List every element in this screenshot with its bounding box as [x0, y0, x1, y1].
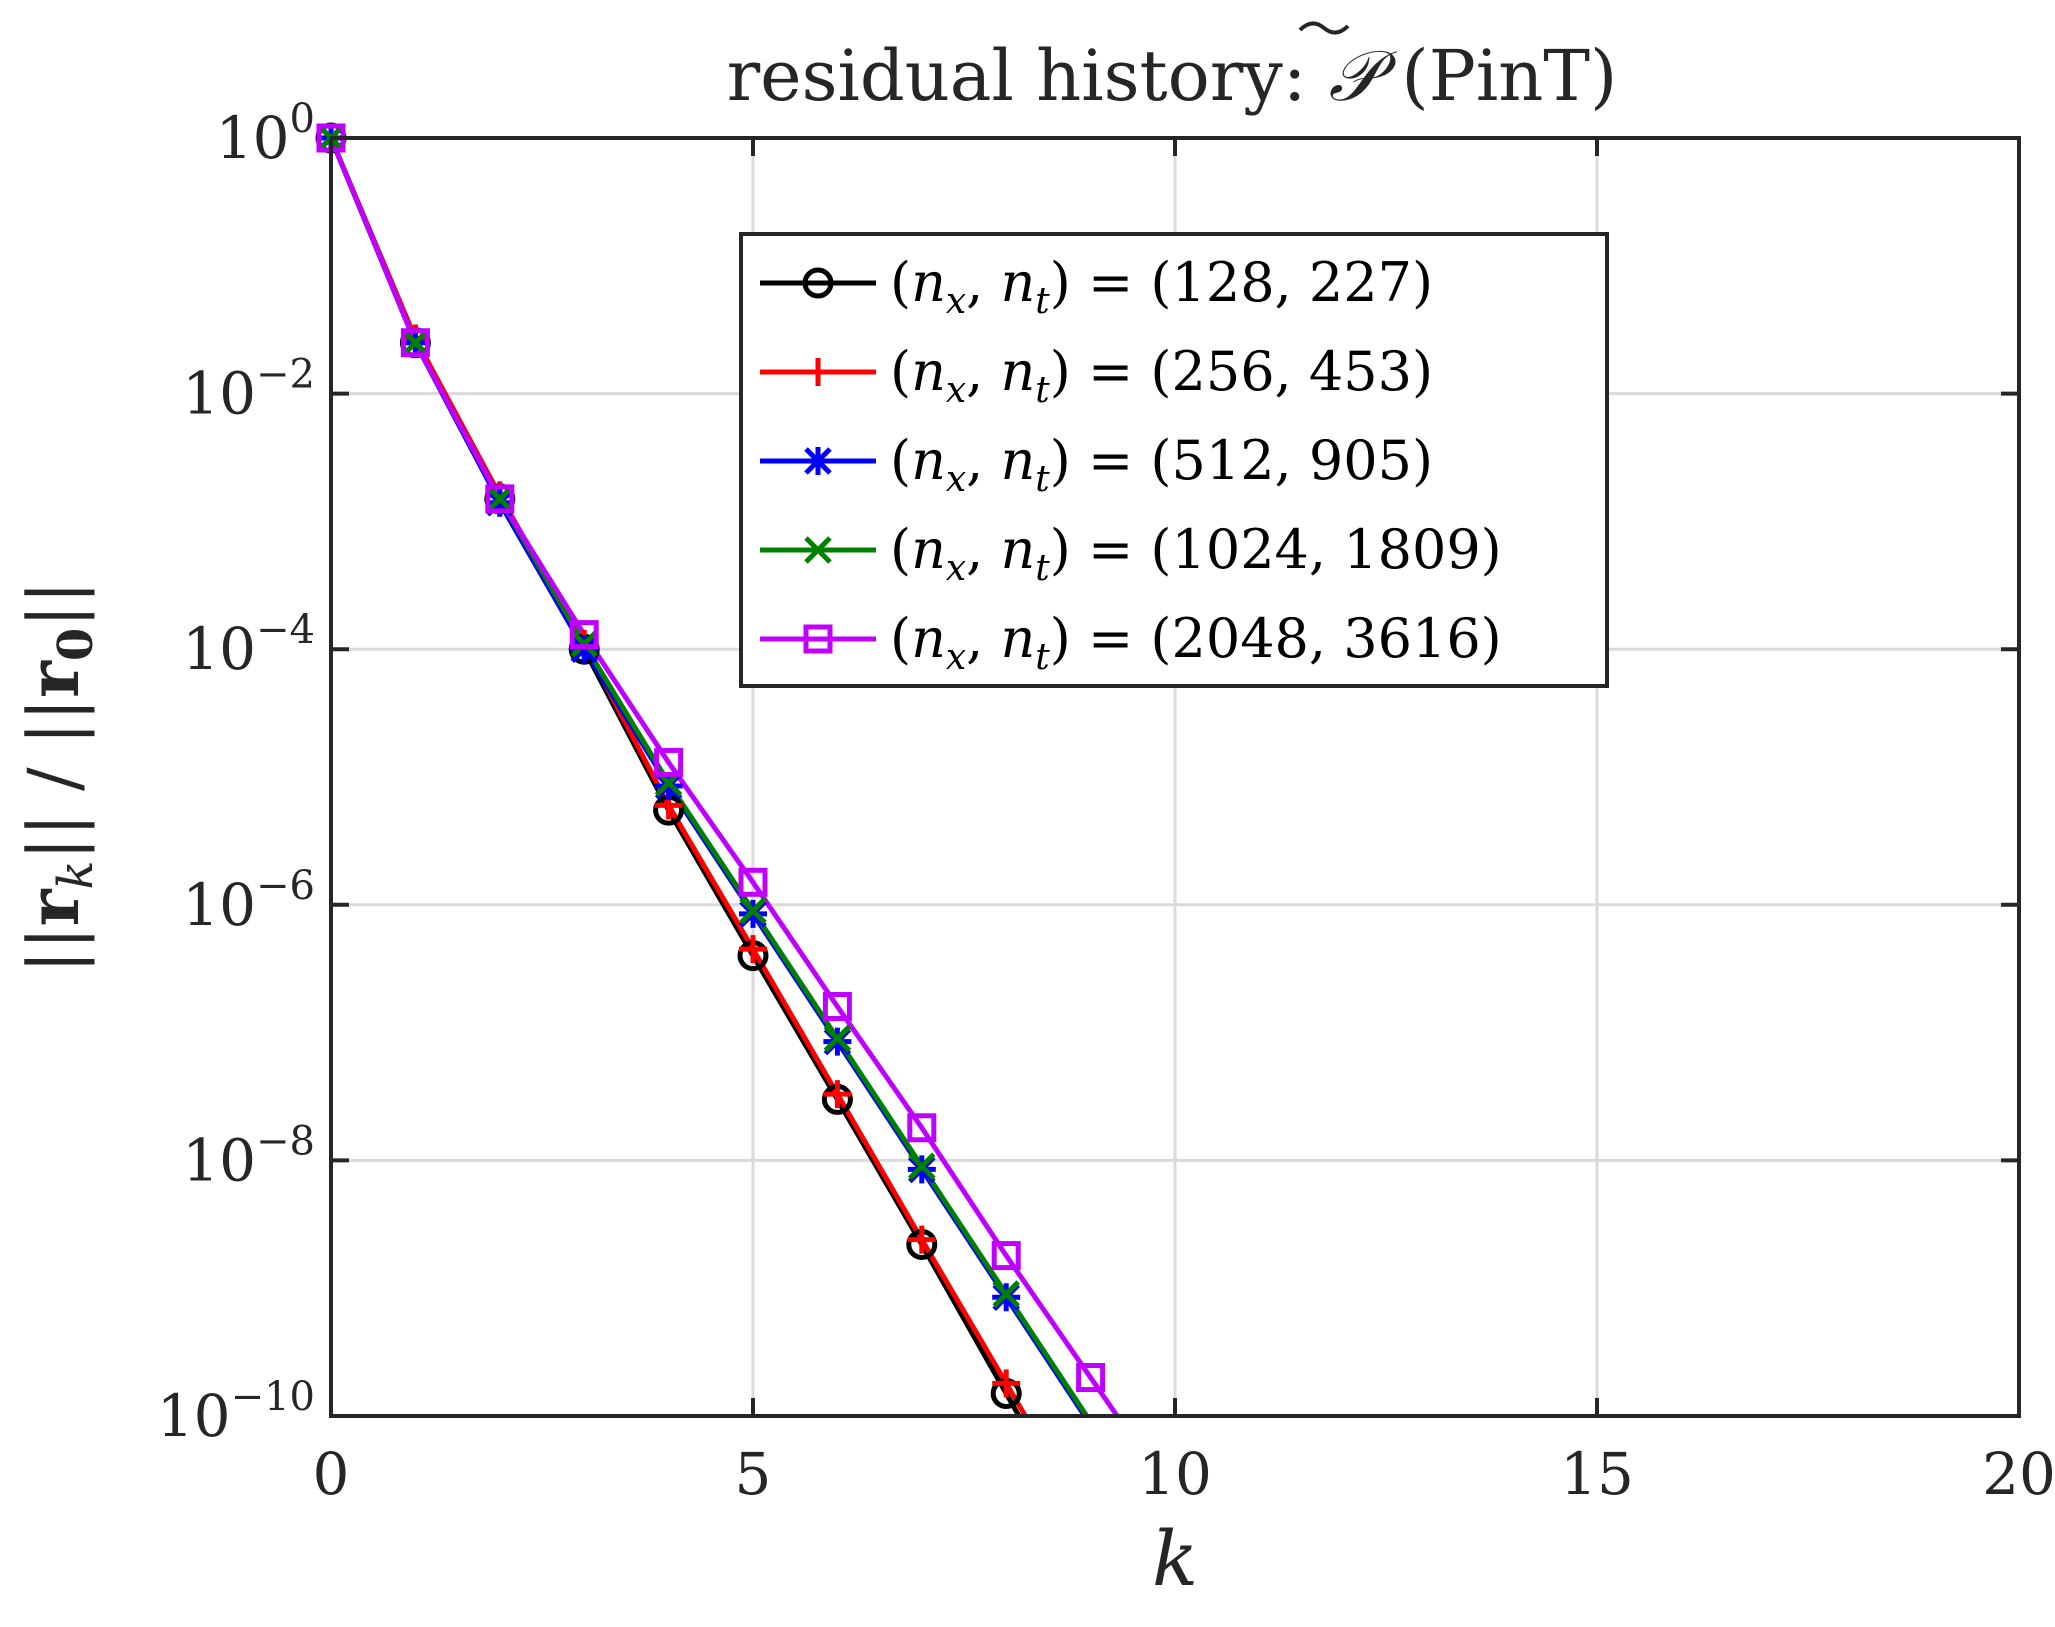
tick-marks [329, 136, 2021, 1418]
legend-label-4: (nx, nt) = (1024, 1809) [890, 518, 1502, 589]
y-axis-label: ||rk|| / ||r0|| [12, 580, 104, 973]
legend-marker-2 [804, 358, 832, 386]
data-point-asterisk [570, 635, 599, 664]
x-tick-label: 20 [1982, 1440, 2055, 1508]
chart-title-suffix: (PinT) [1401, 35, 1617, 117]
x-tick-label: 10 [1138, 1440, 1212, 1508]
x-tick-label: 5 [735, 1440, 772, 1508]
legend-label-5: (nx, nt) = (2048, 3616) [890, 607, 1502, 678]
data-point-square [485, 484, 515, 514]
data-point-asterisk [485, 488, 514, 517]
series-line-5 [328, 137, 1120, 1418]
data-point-cross [570, 630, 598, 658]
y-tick-labels: 100 10−2 10−4 10−6 10−8 10−10 [157, 96, 315, 1450]
series-markers [315, 122, 1106, 1409]
legend-label-1: (nx, nt) = (128, 227) [890, 251, 1433, 322]
data-point-plus [823, 1080, 852, 1109]
legend-marker-4 [804, 536, 832, 564]
data-point-cross [739, 896, 767, 925]
y-tick-label: 10−2 [182, 352, 315, 428]
legend: (nx, nt) = (128, 227) (nx, nt) = (256, 45… [739, 232, 1609, 688]
data-point-square [569, 620, 599, 650]
y-tick-label: 10−10 [157, 1374, 315, 1450]
legend-marker-3 [804, 447, 832, 475]
data-point-plus [992, 1369, 1021, 1398]
chart-title: residual history: 𝒫 (PinT) [727, 35, 1618, 117]
legend-marker-1 [802, 267, 834, 299]
chart-title-prefix: residual history: [727, 35, 1329, 117]
data-point-cross [992, 1280, 1020, 1308]
title-tilde-mark [1298, 21, 1350, 35]
data-point-square [738, 867, 768, 897]
y-tick-label: 10−6 [182, 863, 315, 939]
data-point-square [907, 1113, 937, 1143]
data-point-cross [823, 1024, 852, 1053]
legend-box [739, 232, 1609, 688]
legend-marker-5 [803, 624, 833, 654]
y-tick-label: 10−4 [182, 607, 315, 683]
data-point-plus [739, 935, 767, 964]
x-tick-label: 15 [1560, 1440, 1634, 1508]
x-axis-label: k [1152, 1514, 1198, 1603]
y-tick-label: 10−8 [182, 1118, 315, 1194]
x-tick-labels: 0 5 10 15 20 [313, 1440, 2055, 1508]
data-point-cross [486, 485, 514, 513]
data-point-square [1076, 1363, 1106, 1393]
x-tick-label: 0 [313, 1440, 350, 1508]
series-lines [328, 137, 1120, 1418]
svg-text:||rk|| / ||r0||: ||rk|| / ||r0|| [12, 580, 104, 973]
data-point-square [822, 992, 852, 1022]
data-point-square [400, 328, 430, 358]
legend-label-2: (nx, nt) = (256, 453) [890, 340, 1433, 411]
data-point-square [654, 747, 684, 777]
legend-label-3: (nx, nt) = (512, 905) [890, 429, 1433, 500]
data-point-cross [401, 328, 430, 357]
data-point-cross [908, 1152, 936, 1181]
data-point-square [991, 1241, 1021, 1271]
y-tick-label: 100 [216, 96, 315, 172]
data-point-plus [907, 1225, 936, 1254]
